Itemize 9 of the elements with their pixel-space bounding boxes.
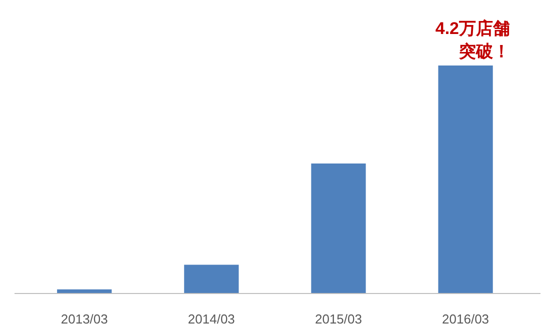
bar [311, 164, 366, 294]
text: 4.2万店舗 [435, 19, 510, 38]
x-tick-label: 2014/03 [188, 312, 235, 326]
bar [184, 264, 239, 294]
x-tick-label: 2016/03 [442, 312, 490, 326]
x-tick-label: 2013/03 [60, 312, 108, 326]
text: 突破！ [458, 42, 510, 61]
bar [438, 66, 493, 294]
x-tick-label: 2015/03 [314, 312, 362, 326]
